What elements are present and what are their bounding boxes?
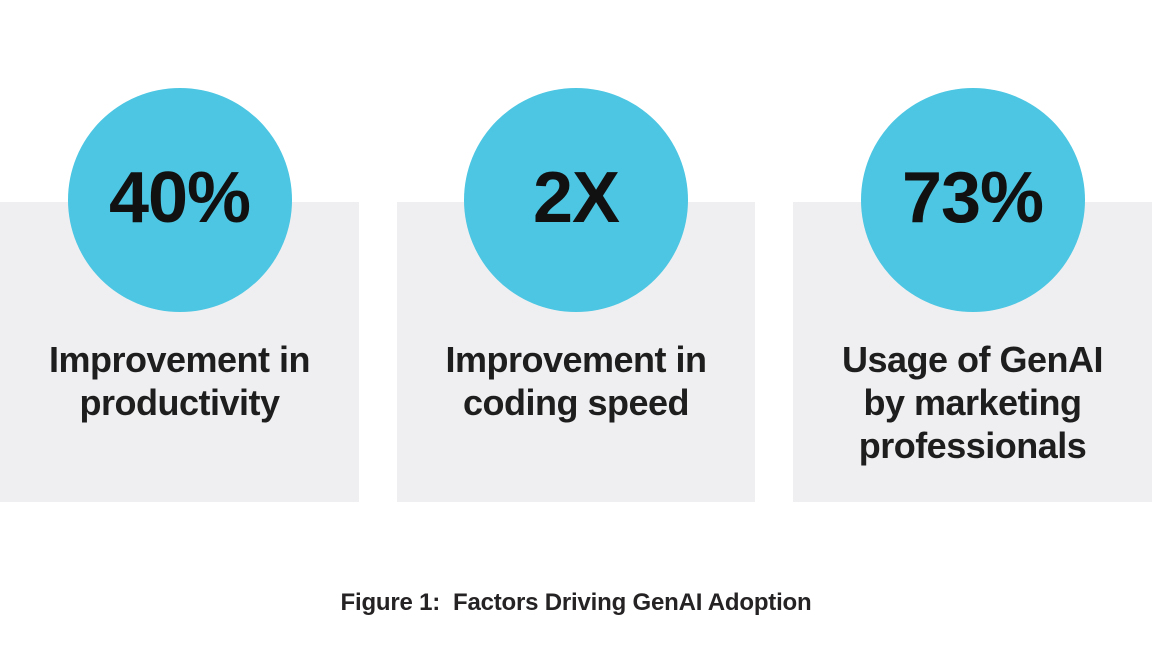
stat-circle: 40% <box>67 88 292 312</box>
stat-circle: 73% <box>860 88 1085 312</box>
figure-caption: Figure 1: Factors Driving GenAI Adoption <box>340 589 812 616</box>
stat-value: 40% <box>108 158 251 238</box>
stat-label: Improvement in productivity <box>48 339 311 423</box>
stat-label: Improvement in coding speed <box>445 339 707 423</box>
stat-value: 2X <box>532 158 620 238</box>
stat-label: Usage of GenAI by marketing professional… <box>841 339 1104 466</box>
stat-card-marketing-usage: 73% Usage of GenAI by marketing professi… <box>793 88 1152 502</box>
stat-card-productivity: 40% Improvement in productivity <box>0 88 359 502</box>
stat-circle: 2X <box>464 88 688 312</box>
stat-value: 73% <box>901 158 1044 238</box>
stat-card-coding-speed: 2X Improvement in coding speed <box>397 88 755 502</box>
